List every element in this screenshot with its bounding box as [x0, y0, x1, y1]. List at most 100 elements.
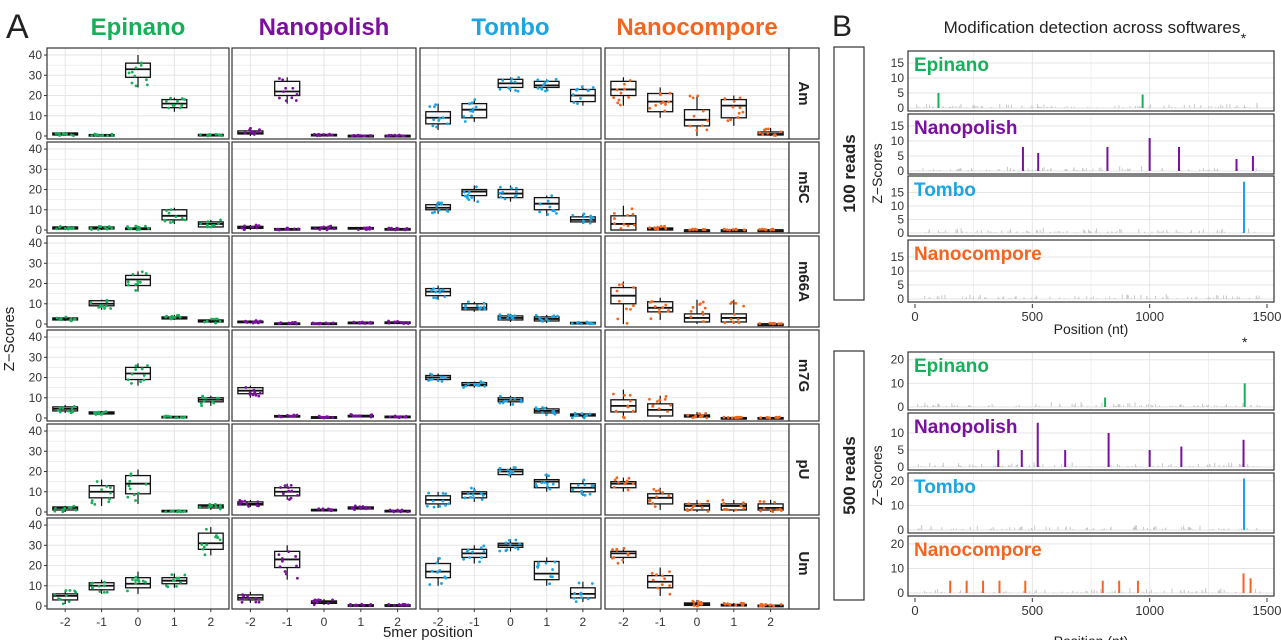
box-am-tombo-0-point-4 [432, 118, 436, 122]
box-am-tombo-0-point-3 [433, 105, 436, 109]
box-um-tombo-0-point-7 [443, 575, 447, 579]
box-m5c-tombo-2-point-1 [498, 185, 502, 189]
x-tick-label-500-reads-0: 0 [911, 603, 918, 618]
box-um-tombo-4-point-2 [572, 596, 576, 600]
box-am-tombo-3-point-0 [543, 81, 547, 85]
box-m66a-nanopolish-3-point-8 [368, 320, 372, 324]
box-m66a-epinano-4-point-2 [218, 320, 222, 323]
box-pu-tombo-1-point-2 [479, 491, 483, 495]
box-m66a-nanopolish-3-point-6 [363, 322, 367, 325]
box-m66a-epinano-4-point-5 [210, 317, 213, 321]
box-am-epinano-0-point-5 [69, 133, 73, 137]
box-am-epinano-2-point-6 [130, 81, 134, 85]
box-m7g-epinano-0-point-7 [71, 410, 75, 414]
box-am-nanopolish-0-point-8 [253, 131, 257, 135]
box-m66a-nanocompore-3-point-3 [742, 304, 746, 308]
box-m7g-nanopolish-0-point-7 [244, 386, 248, 389]
box-am-nanocompore-1-point-6 [654, 103, 658, 107]
box-m5c-epinano-2-point-8 [144, 224, 147, 228]
box-m5c-nanopolish-4-point-9 [387, 227, 390, 231]
box-m7g-nanocompore-0-point-9 [626, 404, 630, 408]
x-tick-label-nanocompore-2: 0 [694, 615, 701, 629]
box-pu-nanopolish-2-point-9 [328, 508, 332, 511]
box-pu-nanopolish-1-point-3 [283, 484, 287, 487]
box-um-nanopolish-4-point-7 [393, 603, 396, 607]
box-am-nanocompore-0-point-6 [618, 103, 622, 107]
row-label-m66a: m66A [795, 261, 812, 302]
box-pu-epinano-2-point-6 [129, 474, 133, 477]
box-pu-epinano-3-point-9 [175, 510, 179, 514]
box-m7g-nanopolish-3-point-5 [354, 414, 358, 418]
box-m66a-nanopolish-0-point-6 [259, 319, 262, 323]
box-m66a-nanocompore-0-point-0 [621, 282, 625, 286]
box-m66a-tombo-0-point-8 [434, 296, 438, 300]
x-tick-label-tombo-0: -2 [433, 615, 444, 629]
box-m5c-epinano-0-point-1 [55, 227, 58, 231]
box-um-nanocompore-1-point-1 [668, 584, 671, 588]
box-um-tombo-3-point-9 [551, 568, 554, 571]
box-pu-epinano-4-point-7 [208, 502, 212, 506]
box-am-epinano-2-point-4 [134, 66, 138, 70]
box-pu-nanocompore-2-point-4 [691, 505, 695, 509]
y-tick-label-m5c-0: 0 [35, 223, 42, 237]
box-um-nanopolish-1-point-0 [280, 557, 284, 560]
panel-a-x-axis-title: 5mer position [383, 624, 473, 640]
box-pu-nanocompore-1-point-7 [651, 501, 655, 505]
box-m66a-tombo-4-point-5 [579, 322, 583, 326]
box-pu-epinano-4-point-9 [219, 503, 222, 507]
box-am-nanopolish-2-point-9 [317, 132, 321, 136]
box-m66a-tombo-1-point-7 [478, 306, 482, 310]
row-strip-m66a [788, 235, 820, 328]
box-m5c-nanocompore-1-point-0 [664, 227, 668, 230]
box-m66a-nanopolish-1-point-6 [279, 321, 283, 325]
y-tick-label-m5c-10: 10 [29, 203, 43, 217]
box-pu-nanocompore-3-point-6 [741, 501, 745, 505]
y-tick-label-am-20: 20 [29, 89, 43, 103]
box-m66a-nanopolish-2-point-5 [324, 321, 328, 325]
box-am-nanopolish-1-point-3 [281, 78, 285, 82]
facet-border-100-reads-tombo [907, 175, 1275, 237]
box-m5c-tombo-1-point-9 [476, 200, 480, 204]
box-m7g-epinano-4-point-8 [204, 396, 208, 400]
box-m7g-nanocompore-2-point-8 [698, 415, 702, 419]
column-title-epinano: Epinano [91, 14, 186, 41]
box-pu-nanopolish-3-point-8 [352, 507, 355, 511]
facet-label-100-reads-tombo: Tombo [914, 180, 976, 201]
box-pu-epinano-0-point-2 [54, 507, 57, 510]
y-tick-label-500-reads-nanocompore-20: 20 [891, 537, 905, 551]
box-m66a-tombo-4-point-8 [592, 322, 595, 326]
box-am-nanopolish-1-point-0 [290, 96, 294, 100]
box-pu-tombo-4-point-5 [583, 493, 587, 497]
box-um-epinano-3-point-5 [177, 576, 181, 580]
box-m7g-epinano-0-point-8 [61, 406, 65, 410]
box-pu-nanopolish-0-point-9 [238, 501, 242, 505]
box-m5c-tombo-1-iqr [461, 188, 488, 197]
box-pu-nanocompore-2-iqr [683, 503, 711, 511]
box-m7g-epinano-3-point-9 [165, 414, 168, 418]
box-m5c-nanocompore-3-point-9 [734, 227, 738, 231]
box-m66a-epinano-0-point-4 [72, 317, 76, 321]
box-m7g-tombo-2-point-6 [503, 399, 507, 403]
box-pu-nanocompore-3-point-0 [734, 508, 738, 512]
box-um-nanocompore-1-point-3 [656, 586, 660, 590]
box-pu-tombo-3-iqr [533, 478, 560, 489]
y-tick-label-100-reads-nanopolish-5: 5 [897, 149, 904, 163]
y-tick-label-100-reads-nanocompore-0: 0 [897, 292, 904, 306]
x-tick-label-500-reads-1500: 1500 [1253, 603, 1281, 618]
box-pu-epinano-0-point-6 [74, 508, 78, 512]
box-m7g-tombo-1-point-2 [467, 382, 470, 386]
box-m7g-nanocompore-1-point-5 [669, 403, 673, 407]
x-tick-label-epinano-2: 0 [135, 615, 142, 629]
box-m66a-tombo-1-point-2 [475, 304, 479, 308]
box-m7g-epinano-2-point-7 [126, 378, 130, 382]
box-m7g-epinano-0-point-4 [56, 408, 60, 412]
box-pu-nanopolish-4-point-8 [392, 510, 396, 514]
box-um-epinano-1-point-8 [105, 590, 109, 594]
box-um-tombo-2-point-2 [518, 542, 521, 546]
box-um-tombo-2-point-1 [504, 541, 508, 545]
box-am-epinano-1-point-6 [110, 134, 114, 138]
box-am-epinano-1-point-2 [98, 134, 102, 138]
box-m5c-epinano-2-point-9 [126, 225, 129, 228]
box-pu-epinano-1-point-3 [95, 480, 99, 483]
facet-border-m7g-tombo [419, 329, 602, 422]
